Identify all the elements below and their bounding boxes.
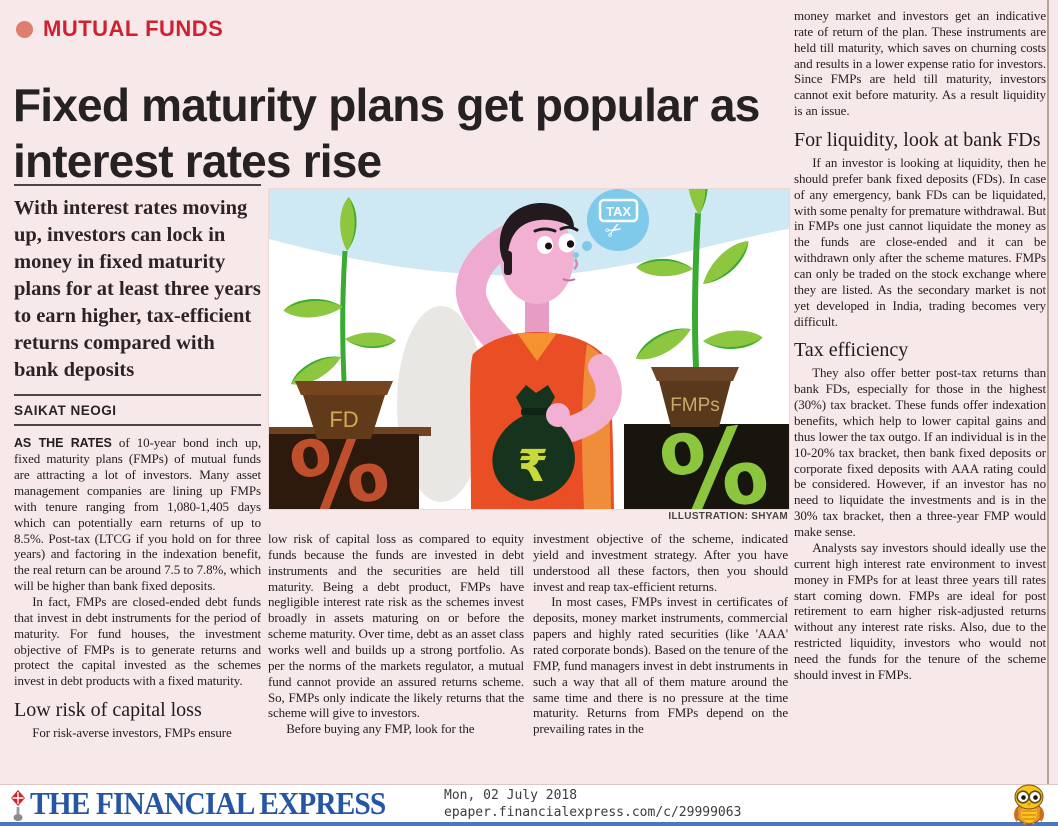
article-column-1: With interest rates moving up, investors…: [14, 184, 261, 784]
illustration-image: % FD % FMP: [269, 149, 789, 539]
section-dot-icon: [16, 20, 33, 38]
standfirst: With interest rates moving up, investors…: [14, 197, 261, 381]
owl-mascot-icon: [1014, 784, 1044, 825]
money-bag: ₹: [492, 385, 575, 501]
epaper-footer: THE FINANCIAL EXPRESS Mon, 02 July 2018 …: [0, 784, 1058, 826]
tax-label: TAX: [606, 204, 631, 219]
paragraph: In most cases, FMPs invest in certificat…: [533, 594, 788, 737]
byline: SAIKAT NEOGI: [14, 403, 117, 418]
masthead: THE FINANCIAL EXPRESS: [30, 785, 386, 821]
rupee-symbol: ₹: [518, 441, 549, 492]
article-column-4: money market and investors get an indica…: [794, 8, 1046, 784]
article-illustration: % FD % FMP: [268, 149, 790, 539]
man-figure: ₹: [456, 203, 622, 509]
epaper-stamp: Mon, 02 July 2018 epaper.financialexpres…: [444, 787, 741, 821]
divider: [14, 394, 261, 396]
illustration-caption: ILLUSTRATION: SHYAM: [668, 511, 788, 522]
fd-pot-label: FD: [329, 407, 358, 432]
paragraph: AS THE RATES of 10-year bond inch up, fi…: [14, 435, 261, 594]
subhead-liquidity: For liquidity, look at bank FDs: [794, 129, 1041, 152]
paragraph: If an investor is looking at liquidity, …: [794, 155, 1046, 329]
paragraph-text: of 10-year bond inch up, fixed maturity …: [14, 435, 261, 594]
subhead-low-risk: Low risk of capital loss: [14, 699, 202, 722]
express-group-emblem-icon: [11, 790, 25, 821]
article-column-3: investment objective of the scheme, indi…: [533, 531, 788, 784]
paragraph: money market and investors get an indica…: [794, 8, 1046, 119]
paragraph: In fact, FMPs are closed-ended debt fund…: [14, 593, 261, 689]
paragraph: For risk-averse investors, FMPs ensure: [32, 725, 232, 741]
divider: [14, 424, 261, 426]
fmps-pot-label: FMPs: [670, 395, 720, 416]
publication-date: Mon, 02 July 2018: [444, 788, 578, 803]
divider: [14, 184, 261, 186]
paragraph: low risk of capital loss as compared to …: [268, 531, 524, 721]
column-divider: [1047, 0, 1049, 784]
lead-in: AS THE RATES: [14, 436, 112, 450]
section-kicker: MUTUAL FUNDS: [16, 16, 223, 42]
paragraph: They also offer better post-tax returns …: [794, 365, 1046, 540]
article-column-2: low risk of capital loss as compared to …: [268, 531, 524, 784]
paragraph: investment objective of the scheme, indi…: [533, 531, 788, 594]
epaper-url[interactable]: epaper.financialexpress.com/c/29999063: [444, 805, 742, 820]
paragraph: Analysts say investors should ideally us…: [794, 539, 1046, 682]
article-headline: Fixed maturity plans get popular as inte…: [13, 78, 760, 187]
subhead-tax-efficiency: Tax efficiency: [794, 339, 909, 362]
tax-bubble: TAX ✂: [573, 189, 649, 258]
paragraph: Before buying any FMP, look for the: [286, 721, 475, 737]
section-label: MUTUAL FUNDS: [43, 16, 224, 41]
